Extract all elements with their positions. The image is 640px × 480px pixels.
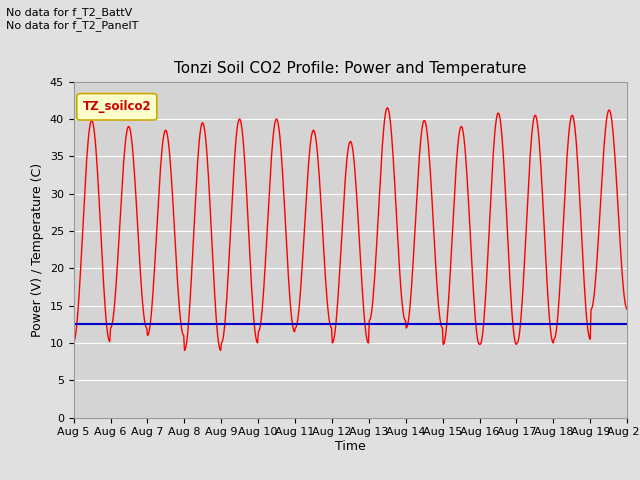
Title: Tonzi Soil CO2 Profile: Power and Temperature: Tonzi Soil CO2 Profile: Power and Temper… (174, 61, 527, 76)
X-axis label: Time: Time (335, 440, 366, 453)
Y-axis label: Power (V) / Temperature (C): Power (V) / Temperature (C) (31, 163, 44, 336)
Text: No data for f_T2_BattV
No data for f_T2_PanelT: No data for f_T2_BattV No data for f_T2_… (6, 7, 139, 31)
Text: TZ_soilco2: TZ_soilco2 (83, 100, 151, 113)
